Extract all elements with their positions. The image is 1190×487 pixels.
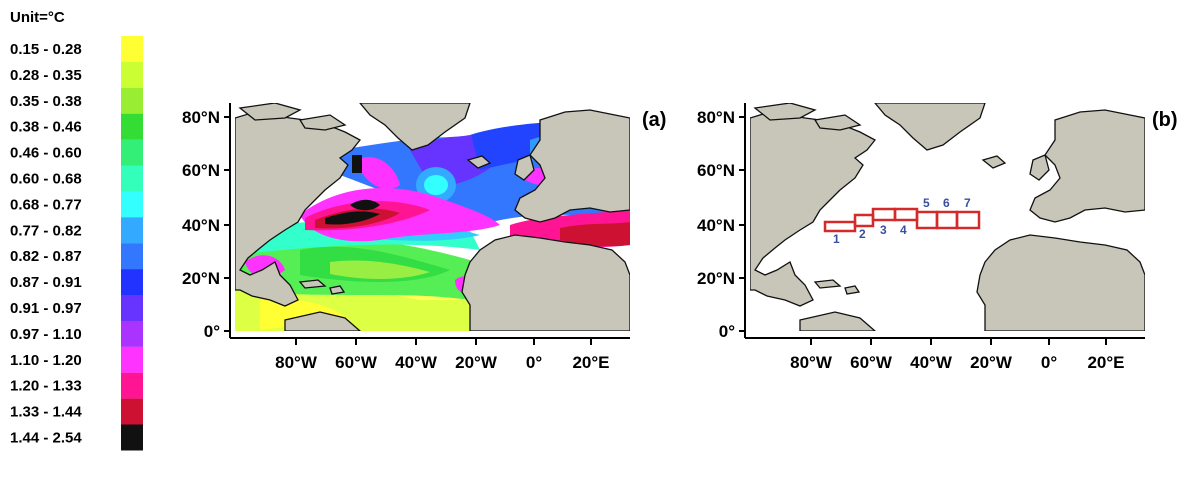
legend-range: 0.97 - 1.10 [10, 326, 82, 343]
legend-range: 0.82 - 0.87 [10, 248, 82, 265]
panel-a: 80°N 60°N 40°N 20°N 0° 80°W 60°W 40°W 20°W 0° 20°… [182, 103, 666, 372]
lon-tick-label: 20°W [970, 353, 1013, 372]
legend-swatch [121, 139, 143, 166]
lon-tick-label: 80°W [275, 353, 318, 372]
study-box-7 [955, 210, 981, 230]
legend-swatch [121, 113, 143, 140]
legend-unit: Unit=°C [10, 9, 65, 26]
panel-b-boxes [823, 207, 981, 233]
legend-range: 0.38 - 0.46 [10, 119, 82, 136]
box-label-2: 2 [859, 227, 866, 241]
legend-range: 1.33 - 1.44 [10, 404, 82, 421]
legend-swatch [121, 398, 143, 425]
panel-b: 1 2 3 4 5 6 7 80°N60°N40°N20°N0° 80°W 60°… [697, 103, 1178, 372]
lon-tick-label: 60°W [335, 353, 378, 372]
panel-b-box-labels: 1 2 3 4 5 6 7 [833, 196, 971, 246]
panel-b-label: (b) [1152, 109, 1178, 131]
legend-swatch [121, 295, 143, 321]
legend-swatch [121, 346, 143, 373]
legend-range: 0.68 - 0.77 [10, 196, 82, 213]
box-label-6: 6 [943, 196, 950, 210]
legend-swatch [121, 191, 143, 218]
legend-range: 0.87 - 0.91 [10, 274, 82, 291]
legend-range: 0.46 - 0.60 [10, 145, 82, 162]
box-label-7: 7 [964, 196, 971, 210]
legend-range: 0.35 - 0.38 [10, 93, 82, 110]
lat-tick-label: 80°N [697, 108, 735, 127]
panel-a-lon-ticks: 80°W 60°W 40°W 20°W 0° 20°E [275, 338, 610, 372]
legend-swatch [121, 320, 143, 347]
lon-tick-label: 60°W [850, 353, 893, 372]
box-label-3: 3 [880, 223, 887, 237]
lon-tick-label: 0° [1041, 353, 1057, 372]
legend: Unit=°C 0.15 - 0.28 0.28 - 0.35 0.35 - 0.3… [10, 9, 143, 451]
lon-tick-label: 40°W [910, 353, 953, 372]
panel-b-lat-ticks: 80°N 60°N 40°N 20°N 0° [697, 108, 745, 341]
legend-range: 0.77 - 0.82 [10, 222, 82, 239]
box-label-1: 1 [833, 232, 840, 246]
lon-tick-label: 20°E [1087, 353, 1124, 372]
legend-swatch [121, 165, 143, 192]
legend-range: 0.15 - 0.28 [10, 41, 82, 58]
lat-tick-label: 40°N [182, 216, 220, 235]
lat-tick-label: 0° [204, 322, 220, 341]
legend-range: 0.28 - 0.35 [10, 67, 82, 84]
lon-tick-label: 20°E [572, 353, 609, 372]
lat-tick-label: 20°N [182, 269, 220, 288]
legend-swatch [121, 87, 143, 114]
lon-tick-label: 40°W [395, 353, 438, 372]
lon-tick-label: 80°W [790, 353, 833, 372]
legend-rows: 0.15 - 0.28 0.28 - 0.35 0.35 - 0.38 0.38 - … [10, 36, 143, 451]
lat-tick-label: 80°N [182, 108, 220, 127]
legend-swatch [121, 372, 143, 399]
legend-swatch [121, 61, 143, 88]
legend-range: 0.60 - 0.68 [10, 171, 82, 188]
legend-swatch [121, 36, 143, 62]
lat-tick-label: 60°N [697, 161, 735, 180]
lon-tick-label: 0° [526, 353, 542, 372]
lat-tick-label: 20°N [697, 269, 735, 288]
panel-a-lat-ticks: 80°N 60°N 40°N 20°N 0° [182, 108, 230, 341]
legend-swatch [121, 269, 143, 296]
legend-range: 1.10 - 1.20 [10, 352, 82, 369]
lat-tick-label: 0° [719, 322, 735, 341]
panel-a-land [235, 103, 630, 331]
lon-tick-label: 20°W [455, 353, 498, 372]
panel-a-label: (a) [642, 109, 666, 131]
legend-range: 1.44 - 2.54 [10, 430, 82, 447]
panel-b-land [750, 103, 1145, 331]
legend-range: 0.91 - 0.97 [10, 300, 82, 317]
box-label-5: 5 [923, 196, 930, 210]
legend-swatch [121, 424, 143, 451]
panel-b-lon-ticks: 80°W 60°W 40°W 20°W 0° 20°E [790, 338, 1125, 372]
legend-range: 1.20 - 1.33 [10, 378, 82, 395]
lat-tick-label: 40°N [697, 216, 735, 235]
legend-swatch [121, 217, 143, 244]
legend-swatch [121, 243, 143, 270]
lat-tick-label: 60°N [182, 161, 220, 180]
box-label-4: 4 [900, 223, 907, 237]
